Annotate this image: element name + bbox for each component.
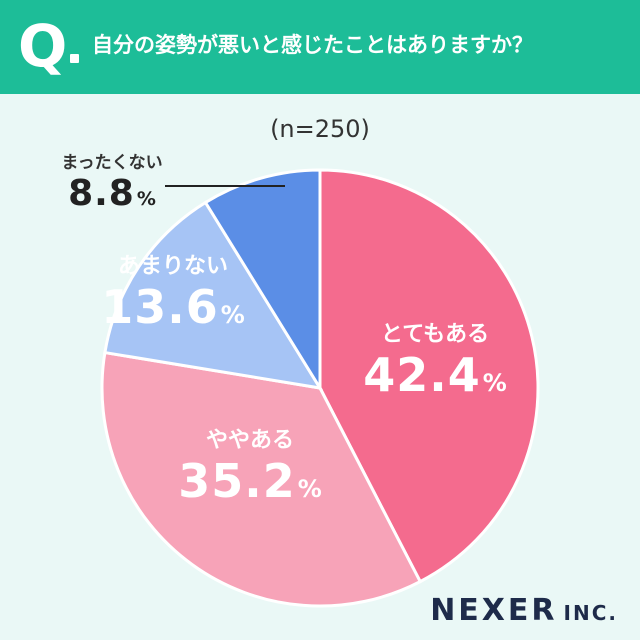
label-totemoaru: とてもある 42.4% <box>345 316 525 402</box>
label-value: 35.2 <box>178 454 296 508</box>
label-unit: % <box>482 369 507 397</box>
label-category: ややある <box>205 428 294 453</box>
q-dot <box>70 54 79 63</box>
label-unit: % <box>220 301 245 329</box>
question-text: 自分の姿勢が悪いと感じたことはありますか？ <box>92 33 533 57</box>
label-unit: % <box>136 188 156 210</box>
label-amarinai: あまりない 13.6% <box>88 248 258 334</box>
label-value: 13.6 <box>101 280 219 334</box>
slice-mattakunai <box>203 168 322 394</box>
sample-size-note: (n=250) <box>270 115 370 143</box>
nexer-logo: NEXER INC. <box>430 593 618 628</box>
logo-sub: INC. <box>563 601 618 625</box>
label-category: まったくない <box>61 153 163 173</box>
label-value: 42.4 <box>363 348 481 402</box>
label-category: とてもある <box>380 322 490 347</box>
slice-yayaaru <box>100 350 423 608</box>
logo-main: NEXER <box>430 593 558 628</box>
slice-totemoaru <box>318 168 540 584</box>
label-value: 8.8 <box>68 173 135 214</box>
question-header: Q 自分の姿勢が悪いと感じたことはありますか？ <box>0 0 640 94</box>
label-yayaaru: ややある 35.2% <box>150 422 350 508</box>
q-letter: Q <box>18 12 68 80</box>
label-category: あまりない <box>117 254 228 279</box>
label-unit: % <box>297 475 322 503</box>
slice-amarinai <box>103 200 324 391</box>
label-mattakunai: まったくない 8.8% <box>52 148 172 214</box>
